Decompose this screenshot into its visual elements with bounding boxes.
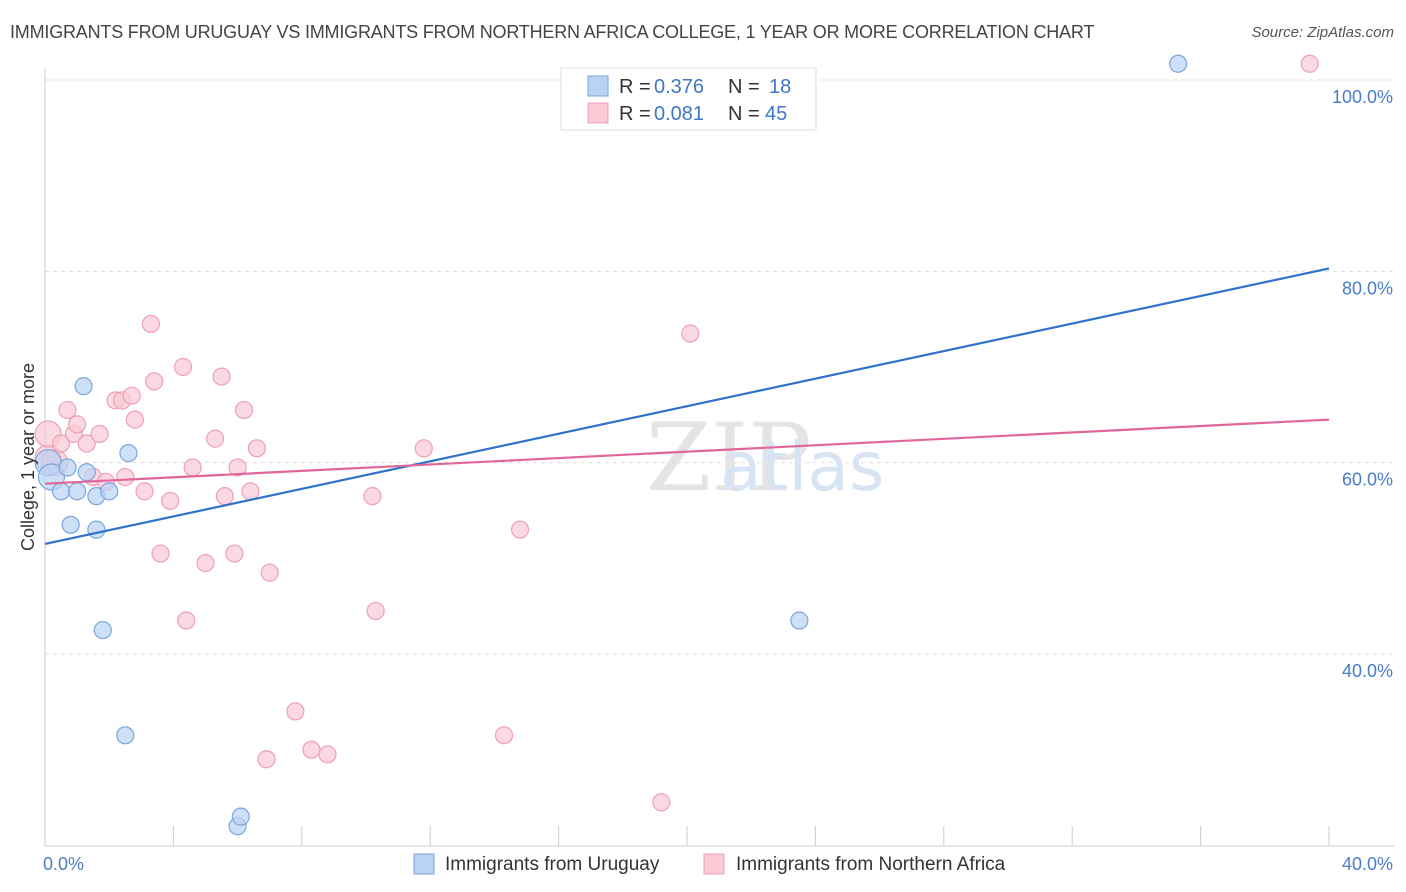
point-uruguay-16 [790, 611, 809, 630]
point-nafrica-27 [215, 487, 234, 506]
point-nafrica-3 [51, 434, 71, 453]
gridlines [45, 79, 1394, 655]
point-nafrica-36 [302, 740, 321, 759]
point-nafrica-17 [141, 314, 161, 334]
point-nafrica-32 [247, 439, 266, 458]
point-nafrica-44 [681, 324, 700, 343]
point-uruguay-5 [67, 482, 87, 501]
point-uruguay-2 [51, 482, 71, 501]
source-label: Source: ZipAtlas.com [1251, 24, 1394, 41]
bottom-legend-swatch-uruguay [413, 853, 435, 875]
bottom-legend-swatch-nafrica [703, 853, 725, 875]
point-uruguay-6 [74, 377, 93, 396]
point-uruguay-7 [77, 463, 96, 482]
point-nafrica-35 [286, 702, 305, 721]
point-nafrica-43 [652, 793, 671, 812]
series-uruguay-points [34, 54, 1188, 836]
point-nafrica-20 [161, 491, 180, 511]
bottom-legend-label-uruguay: Immigrants from Uruguay [445, 854, 660, 875]
legend-swatch-uruguay [587, 75, 609, 97]
point-nafrica-6 [67, 415, 87, 434]
point-nafrica-15 [125, 410, 144, 429]
point-nafrica-13 [116, 467, 135, 487]
y-tick-label-2: 80.0% [1342, 278, 1393, 298]
point-uruguay-4 [61, 515, 80, 534]
point-nafrica-25 [206, 429, 225, 448]
point-uruguay-3 [58, 458, 77, 477]
bottom-legend-label-nafrica: Immigrants from Northern Africa [736, 854, 1006, 875]
legend-n-label-1: N = [728, 76, 760, 98]
point-nafrica-7 [77, 434, 96, 453]
x-tick-label-0: 0.0% [43, 854, 84, 874]
point-nafrica-45 [1300, 54, 1319, 73]
point-uruguay-12 [116, 726, 135, 745]
y-tick-labels: 40.0% 60.0% 80.0% 100.0% [1332, 87, 1393, 681]
legend-r-value-1: 0.376 [654, 76, 704, 98]
legend-n-value-2: 45 [765, 103, 787, 125]
x-tick-labels: 0.0% 40.0% [43, 854, 1393, 874]
x-tick-label-1: 40.0% [1342, 854, 1393, 874]
top-legend: R = 0.376 N = 18 R = 0.081 N = 45 [560, 67, 817, 131]
point-nafrica-31 [241, 482, 260, 501]
point-nafrica-37 [318, 745, 337, 764]
point-nafrica-39 [366, 601, 385, 621]
point-nafrica-19 [151, 544, 170, 563]
point-nafrica-28 [225, 544, 244, 563]
chart-title: IMMIGRANTS FROM URUGUAY VS IMMIGRANTS FR… [10, 22, 1095, 42]
point-nafrica-21 [173, 357, 193, 377]
legend-n-label-2: N = [728, 103, 760, 125]
point-nafrica-41 [494, 726, 514, 745]
y-tick-label-1: 60.0% [1342, 470, 1393, 490]
x-ticks [44, 826, 1330, 846]
watermark-atlas: atlas [720, 428, 884, 507]
y-tick-label-0: 40.0% [1342, 661, 1393, 681]
point-nafrica-29 [228, 458, 247, 477]
trend-line-nafrica [44, 418, 1330, 485]
legend-swatch-nafrica [587, 102, 609, 124]
legend-r-label-2: R = [619, 103, 651, 125]
point-nafrica-42 [510, 520, 530, 539]
trend-lines [44, 267, 1330, 546]
point-uruguay-9 [87, 520, 106, 539]
point-nafrica-34 [260, 563, 279, 582]
point-nafrica-22 [177, 611, 196, 630]
y-tick-label-3: 100.0% [1332, 87, 1393, 107]
point-uruguay-15 [231, 807, 250, 826]
legend-n-value-1: 18 [769, 76, 791, 98]
watermark-zip: ZIP [646, 404, 812, 513]
point-nafrica-23 [183, 458, 202, 477]
point-nafrica-18 [145, 372, 164, 391]
point-nafrica-16 [135, 482, 154, 501]
point-nafrica-38 [363, 487, 382, 506]
point-nafrica-9 [90, 424, 109, 444]
point-uruguay-17 [1169, 54, 1188, 73]
point-nafrica-4 [58, 400, 77, 420]
point-nafrica-24 [196, 554, 215, 573]
point-nafrica-26 [212, 367, 231, 386]
point-uruguay-11 [100, 482, 119, 501]
legend-r-value-2: 0.081 [654, 103, 704, 125]
point-uruguay-13 [119, 444, 138, 463]
point-nafrica-40 [414, 439, 433, 458]
bottom-legend: Immigrants from Uruguay Immigrants from … [413, 853, 1006, 875]
y-axis-title: College, 1 year or more [18, 363, 38, 551]
point-nafrica-30 [234, 400, 254, 420]
point-uruguay-10 [93, 620, 112, 640]
point-nafrica-14 [122, 386, 141, 405]
trend-line-uruguay [44, 267, 1330, 546]
point-nafrica-33 [257, 750, 276, 769]
legend-r-label-1: R = [619, 76, 651, 98]
